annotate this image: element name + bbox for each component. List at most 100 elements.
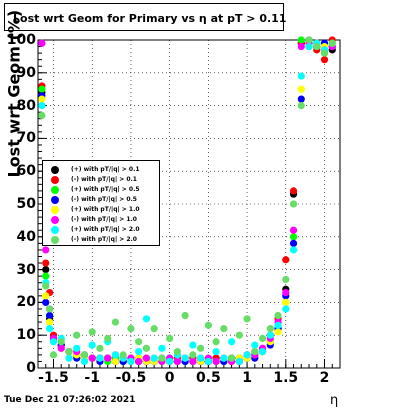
legend-label: (-) with pT/|q| > 0.1 xyxy=(71,176,137,183)
data-point xyxy=(251,341,259,349)
timestamp: Tue Dec 21 07:26:02 2021 xyxy=(4,395,136,405)
data-point xyxy=(305,36,313,44)
data-point xyxy=(197,344,205,352)
data-point xyxy=(111,318,120,326)
data-point xyxy=(38,111,46,120)
data-point xyxy=(227,338,236,346)
y-tick-label: 50 xyxy=(16,196,36,212)
legend-marker xyxy=(51,166,59,174)
data-point xyxy=(49,351,58,359)
data-point xyxy=(38,102,46,110)
data-point xyxy=(227,354,236,362)
data-point xyxy=(46,325,54,333)
y-tick-label: 0 xyxy=(26,360,36,376)
data-point xyxy=(282,298,290,306)
legend-marker xyxy=(51,186,59,194)
x-tick-label: 0.5 xyxy=(195,370,221,386)
data-point xyxy=(243,315,251,323)
title-box: Lost wrt Geom for Primary vs η at pT > 0… xyxy=(4,3,287,31)
legend-label: (-) with pT/|q| > 1.0 xyxy=(71,216,137,223)
data-point xyxy=(313,42,321,51)
legend-marker xyxy=(51,226,59,234)
data-point xyxy=(289,200,298,208)
data-point xyxy=(142,354,151,362)
legend-entry: (+) with pT/|q| > 1.0 xyxy=(43,205,161,215)
x-tick-label: -1 xyxy=(84,370,100,386)
data-point xyxy=(282,288,290,297)
data-point xyxy=(274,321,282,329)
data-point xyxy=(142,315,151,323)
data-point xyxy=(181,354,189,362)
data-point xyxy=(266,331,274,339)
data-point xyxy=(297,102,305,110)
data-point xyxy=(328,39,336,47)
data-point xyxy=(289,233,298,241)
legend-marker xyxy=(51,196,59,204)
data-point xyxy=(282,256,290,264)
data-point xyxy=(235,331,243,339)
legend: (+) with pT/|q| > 0.1 (-) with pT/|q| > 0… xyxy=(42,160,160,246)
legend-entry: (-) with pT/|q| > 0.1 xyxy=(43,175,161,185)
data-point xyxy=(96,354,104,362)
y-tick-label: 10 xyxy=(16,327,36,344)
x-axis-label: η xyxy=(330,393,339,408)
data-point xyxy=(104,354,112,362)
data-point xyxy=(274,311,282,320)
x-tick-label: 1 xyxy=(242,370,252,386)
data-point xyxy=(289,226,298,234)
data-point xyxy=(46,311,54,320)
data-point xyxy=(297,36,305,44)
data-point xyxy=(297,95,305,103)
x-tick-label: 0 xyxy=(164,370,175,386)
legend-marker xyxy=(51,176,59,184)
data-point xyxy=(46,305,54,313)
data-point xyxy=(204,321,212,329)
data-point xyxy=(88,354,96,362)
y-tick-label: 60 xyxy=(16,163,36,180)
data-point xyxy=(166,357,174,366)
data-point xyxy=(189,351,197,359)
x-tick-label: 1.5 xyxy=(273,370,299,386)
data-point xyxy=(119,351,127,359)
legend-entry: (+) with pT/|q| > 2.0 xyxy=(43,225,161,235)
y-tick-label: 80 xyxy=(16,97,36,114)
legend-marker xyxy=(51,236,59,244)
data-point xyxy=(65,354,73,362)
data-point xyxy=(297,42,305,51)
legend-entry: (-) with pT/|q| > 1.0 xyxy=(43,215,161,225)
data-point xyxy=(320,49,329,57)
data-point xyxy=(220,325,228,333)
data-point xyxy=(212,357,220,366)
data-point xyxy=(189,341,197,349)
data-point xyxy=(104,334,112,343)
legend-entry: (-) with pT/|q| > 2.0 xyxy=(43,235,161,245)
legend-marker xyxy=(51,216,59,224)
data-point xyxy=(57,344,65,352)
data-point xyxy=(38,39,46,47)
data-point xyxy=(111,357,120,366)
data-point xyxy=(235,357,243,366)
data-point xyxy=(111,351,120,359)
data-point xyxy=(142,344,151,352)
data-point xyxy=(88,341,96,349)
legend-label: (+) with pT/|q| > 0.5 xyxy=(71,186,140,193)
data-point xyxy=(135,348,143,356)
y-tick-label: 100 xyxy=(6,32,36,48)
data-point xyxy=(297,85,305,93)
data-point xyxy=(173,357,181,366)
legend-label: (-) with pT/|q| > 0.5 xyxy=(71,196,137,203)
series-8 xyxy=(38,36,336,362)
data-point xyxy=(251,348,259,356)
y-tick-label: 90 xyxy=(16,64,36,81)
data-point xyxy=(65,348,73,356)
data-point xyxy=(38,85,46,93)
data-point xyxy=(243,351,251,359)
data-point xyxy=(42,282,50,290)
x-tick-label: -1.5 xyxy=(38,370,69,386)
data-point xyxy=(135,338,143,346)
data-point xyxy=(258,348,267,356)
legend-entry: (+) with pT/|q| > 0.1 xyxy=(43,165,161,175)
data-point xyxy=(158,344,166,352)
legend-label: (+) with pT/|q| > 0.1 xyxy=(71,166,140,173)
data-point xyxy=(42,292,50,300)
